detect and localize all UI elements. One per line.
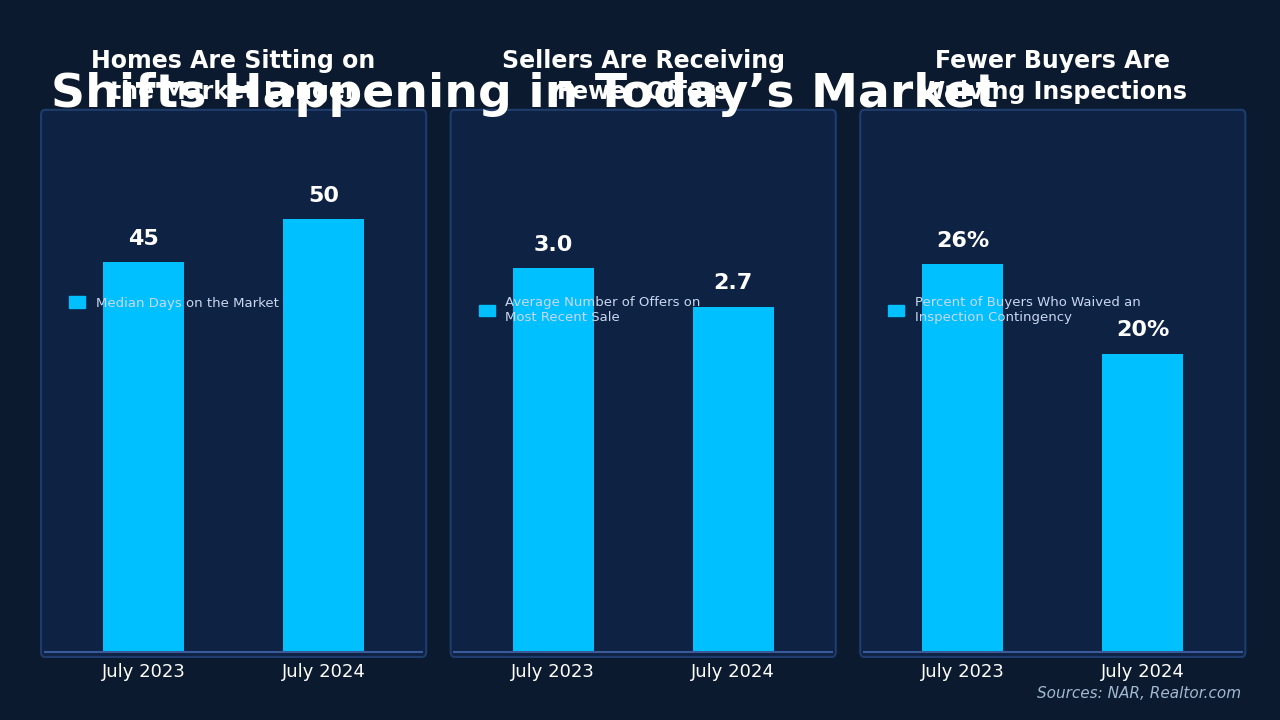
Text: 3.0: 3.0: [534, 235, 573, 255]
Bar: [1102, 354, 1183, 652]
Bar: [104, 262, 184, 652]
Title: Fewer Buyers Are
Waiving Inspections: Fewer Buyers Are Waiving Inspections: [919, 49, 1187, 104]
Legend: Median Days on the Market: Median Days on the Market: [67, 294, 282, 312]
Legend: Percent of Buyers Who Waived an
Inspection Contingency: Percent of Buyers Who Waived an Inspecti…: [886, 294, 1143, 327]
FancyBboxPatch shape: [451, 110, 836, 657]
FancyBboxPatch shape: [860, 110, 1245, 657]
Text: Shifts Happening in Today’s Market: Shifts Happening in Today’s Market: [51, 72, 998, 117]
FancyBboxPatch shape: [41, 110, 426, 657]
Bar: [283, 219, 364, 652]
Text: 20%: 20%: [1116, 320, 1170, 340]
Text: 2.7: 2.7: [713, 274, 753, 293]
Text: 50: 50: [308, 186, 339, 206]
Title: Homes Are Sitting on
the Market Longer: Homes Are Sitting on the Market Longer: [91, 49, 376, 104]
Text: 45: 45: [128, 229, 159, 249]
Legend: Average Number of Offers on
Most Recent Sale: Average Number of Offers on Most Recent …: [476, 294, 703, 327]
Bar: [692, 307, 773, 652]
Text: Sources: NAR, Realtor.com: Sources: NAR, Realtor.com: [1038, 685, 1242, 701]
Title: Sellers Are Receiving
Fewer Offers: Sellers Are Receiving Fewer Offers: [502, 49, 785, 104]
Bar: [923, 264, 1004, 652]
Bar: [513, 269, 594, 652]
Text: 26%: 26%: [936, 231, 989, 251]
